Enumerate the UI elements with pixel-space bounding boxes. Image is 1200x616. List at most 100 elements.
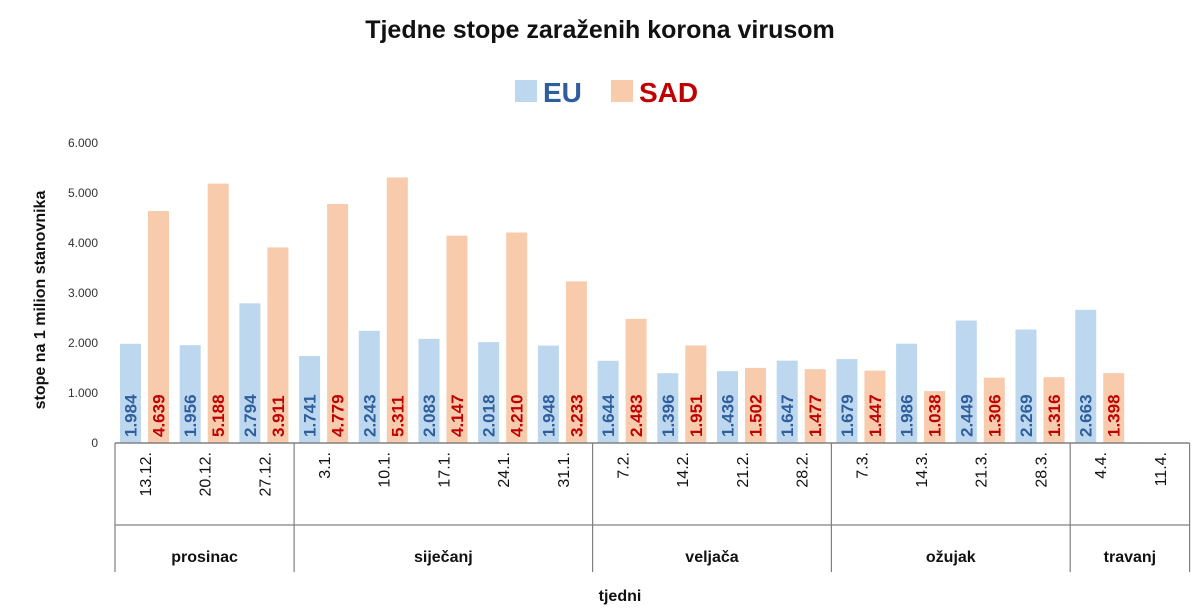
data-label-eu: 2.018 (480, 394, 499, 437)
data-label-eu: 2.449 (957, 394, 976, 437)
bar-sad (745, 367, 766, 443)
bar-eu (776, 360, 798, 443)
data-label-sad: 1.477 (806, 394, 825, 437)
legend-label-eu: EU (543, 77, 582, 108)
x-tick-label: 7.2. (615, 452, 632, 479)
bar-eu (537, 345, 559, 443)
y-tick-label: 4.000 (68, 236, 98, 250)
data-label-eu: 2.663 (1077, 394, 1096, 437)
data-label-sad: 4.210 (508, 394, 527, 437)
bar-sad (1043, 377, 1065, 443)
data-label-sad: 4.147 (448, 394, 467, 437)
bar-eu (1015, 329, 1037, 443)
x-tick-label: 21.2. (735, 452, 752, 488)
data-label-eu: 2.243 (360, 394, 379, 437)
bar-sad (267, 247, 289, 443)
x-tick-label: 10.1. (377, 452, 394, 488)
month-label: veljača (685, 549, 738, 566)
bar-sad (685, 345, 707, 443)
data-label-eu: 1.984 (122, 394, 141, 437)
data-label-sad: 3.233 (567, 394, 586, 437)
data-label-eu: 1.679 (838, 394, 857, 437)
bar-sad (446, 235, 468, 443)
x-tick-label: 7.3. (854, 452, 871, 479)
bar-eu (955, 320, 977, 443)
x-tick-label: 20.12. (198, 452, 215, 496)
data-label-eu: 1.396 (659, 394, 678, 437)
legend-swatch-eu (515, 80, 537, 102)
data-label-eu: 2.269 (1017, 394, 1036, 437)
data-label-sad: 1.398 (1105, 394, 1124, 437)
x-tick-label: 21.3. (974, 452, 991, 488)
bar-eu (239, 303, 261, 443)
y-axis-label: stope na 1 milion stanovnika (32, 191, 49, 410)
month-label: ožujak (926, 549, 976, 566)
x-tick-label: 17.1. (436, 452, 453, 488)
legend: EU SAD (515, 77, 698, 108)
data-label-sad: 4.639 (150, 394, 169, 437)
bar-sad (864, 370, 886, 443)
data-label-eu: 1.986 (898, 394, 917, 437)
bar-sad (983, 377, 1005, 443)
bar-eu (657, 373, 679, 443)
data-label-sad: 4.779 (329, 394, 348, 437)
bar-eu (418, 338, 440, 443)
data-label-sad: 3.911 (269, 395, 288, 437)
x-axis-label: tjedni (599, 588, 642, 605)
data-label-eu: 1.644 (599, 394, 618, 437)
y-tick-label: 1.000 (68, 386, 98, 400)
data-label-eu: 1.741 (301, 394, 320, 437)
month-label: prosinac (171, 549, 238, 566)
data-label-sad: 5.188 (209, 394, 228, 437)
bar-eu (179, 345, 201, 443)
bar-eu (358, 330, 380, 443)
data-label-sad: 5.311 (388, 395, 407, 437)
x-tick-label: 3.1. (317, 452, 334, 479)
bar-eu (836, 359, 858, 443)
x-tick-label: 31.1. (556, 452, 573, 488)
x-tick-label: 28.2. (795, 452, 812, 488)
month-label: travanj (1104, 549, 1156, 566)
bar-sad (386, 177, 408, 443)
data-label-sad: 1.447 (866, 394, 885, 437)
y-tick-label: 3.000 (68, 286, 98, 300)
bar-sad (804, 369, 826, 443)
month-label: siječanj (414, 549, 473, 566)
x-tick-label: 11.4. (1153, 452, 1170, 486)
bar-eu (299, 355, 321, 443)
bar-eu (717, 371, 738, 443)
bar-sad (148, 211, 169, 443)
data-label-eu: 2.083 (420, 394, 439, 437)
data-label-sad: 2.483 (627, 394, 646, 437)
data-label-sad: 1.038 (926, 394, 945, 437)
data-label-sad: 1.951 (687, 394, 706, 437)
bar-sad (207, 183, 229, 443)
y-tick-label: 5.000 (68, 186, 98, 200)
data-label-sad: 1.306 (985, 394, 1004, 437)
y-tick-label: 2.000 (68, 336, 98, 350)
data-label-sad: 1.316 (1045, 394, 1064, 437)
x-tick-label: 4.4. (1093, 452, 1110, 479)
x-tick-label: 28.3. (1033, 452, 1050, 488)
bar-sad (625, 318, 647, 443)
bar-sad (327, 204, 349, 443)
bar-eu (120, 343, 141, 443)
chart-title: Tjedne stope zaraženih korona virusom (365, 16, 835, 44)
x-tick-label: 27.12. (257, 452, 274, 496)
y-tick-label: 6.000 (68, 136, 98, 150)
bar-sad (924, 391, 946, 443)
data-label-eu: 2.794 (241, 394, 260, 437)
data-label-eu: 1.948 (539, 394, 558, 437)
x-tick-label: 13.12. (138, 452, 155, 496)
y-tick-label: 0 (91, 436, 98, 450)
bar-eu (478, 342, 500, 443)
bar-sad (565, 281, 587, 443)
legend-swatch-sad (611, 80, 633, 102)
x-tick-label: 14.3. (914, 452, 931, 488)
bar-eu (1075, 309, 1097, 443)
x-tick-label: 14.2. (675, 452, 692, 488)
bar-sad (506, 232, 528, 443)
data-label-sad: 1.502 (747, 394, 766, 437)
bar-sad (1103, 373, 1125, 443)
